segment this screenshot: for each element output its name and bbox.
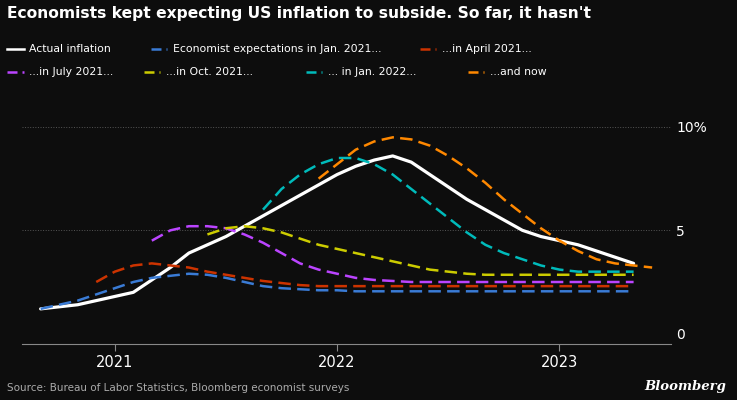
Text: Actual inflation: Actual inflation xyxy=(29,44,111,54)
Text: Bloomberg: Bloomberg xyxy=(644,380,726,393)
Text: Economist expectations in Jan. 2021...: Economist expectations in Jan. 2021... xyxy=(173,44,382,54)
Text: ... in Jan. 2022...: ... in Jan. 2022... xyxy=(328,67,416,77)
Text: ...in July 2021...: ...in July 2021... xyxy=(29,67,113,77)
Text: Economists kept expecting US inflation to subside. So far, it hasn't: Economists kept expecting US inflation t… xyxy=(7,6,591,21)
Text: ...in April 2021...: ...in April 2021... xyxy=(442,44,532,54)
Text: ...in Oct. 2021...: ...in Oct. 2021... xyxy=(166,67,253,77)
Text: Source: Bureau of Labor Statistics, Bloomberg economist surveys: Source: Bureau of Labor Statistics, Bloo… xyxy=(7,383,350,393)
Text: ...and now: ...and now xyxy=(490,67,547,77)
